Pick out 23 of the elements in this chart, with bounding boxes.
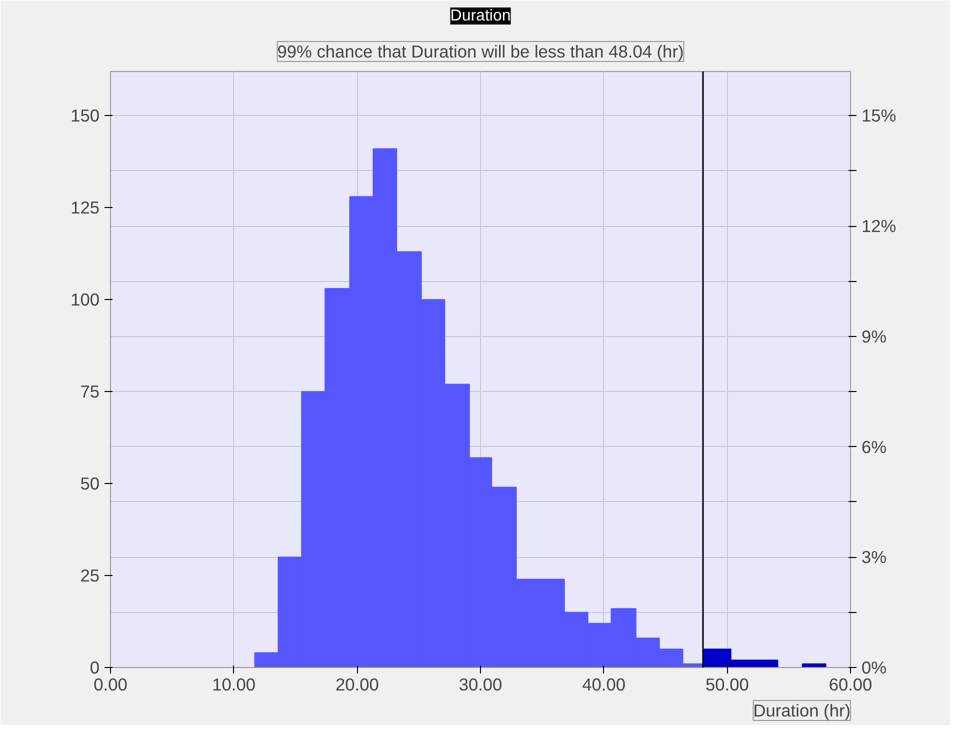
y-tick-label: 50	[80, 474, 100, 494]
y-tick-label: 0	[90, 658, 100, 678]
x-tick-label: 50.00	[705, 674, 749, 694]
y2-tick-label: 0%	[862, 658, 887, 678]
y2-tick-label: 12%	[862, 216, 896, 236]
y2-tick-label: 3%	[862, 547, 887, 568]
chart-title: Duration	[450, 8, 511, 24]
y-tick-label: 125	[70, 198, 100, 218]
y2-tick-label: 9%	[862, 326, 887, 346]
y2-tick-label: 15%	[862, 106, 896, 126]
y-tick-label: 100	[70, 290, 100, 310]
y-tick-label: 25	[80, 566, 100, 586]
chart-subtitle: 99% chance that Duration will be less than 48.04 (hr)	[277, 42, 684, 62]
y-tick-label: 150	[70, 106, 100, 126]
x-tick-label: 20.00	[335, 674, 379, 694]
x-tick-label: 60.00	[828, 674, 872, 694]
x-tick-label: 30.00	[458, 674, 502, 694]
x-axis-title: Duration (hr)	[753, 700, 851, 720]
x-tick-label: 40.00	[582, 674, 626, 694]
x-tick-label: 10.00	[212, 674, 256, 694]
y2-tick-label: 6%	[862, 436, 887, 457]
y-tick-label: 75	[80, 382, 100, 402]
x-tick-label: 0.00	[94, 674, 128, 694]
